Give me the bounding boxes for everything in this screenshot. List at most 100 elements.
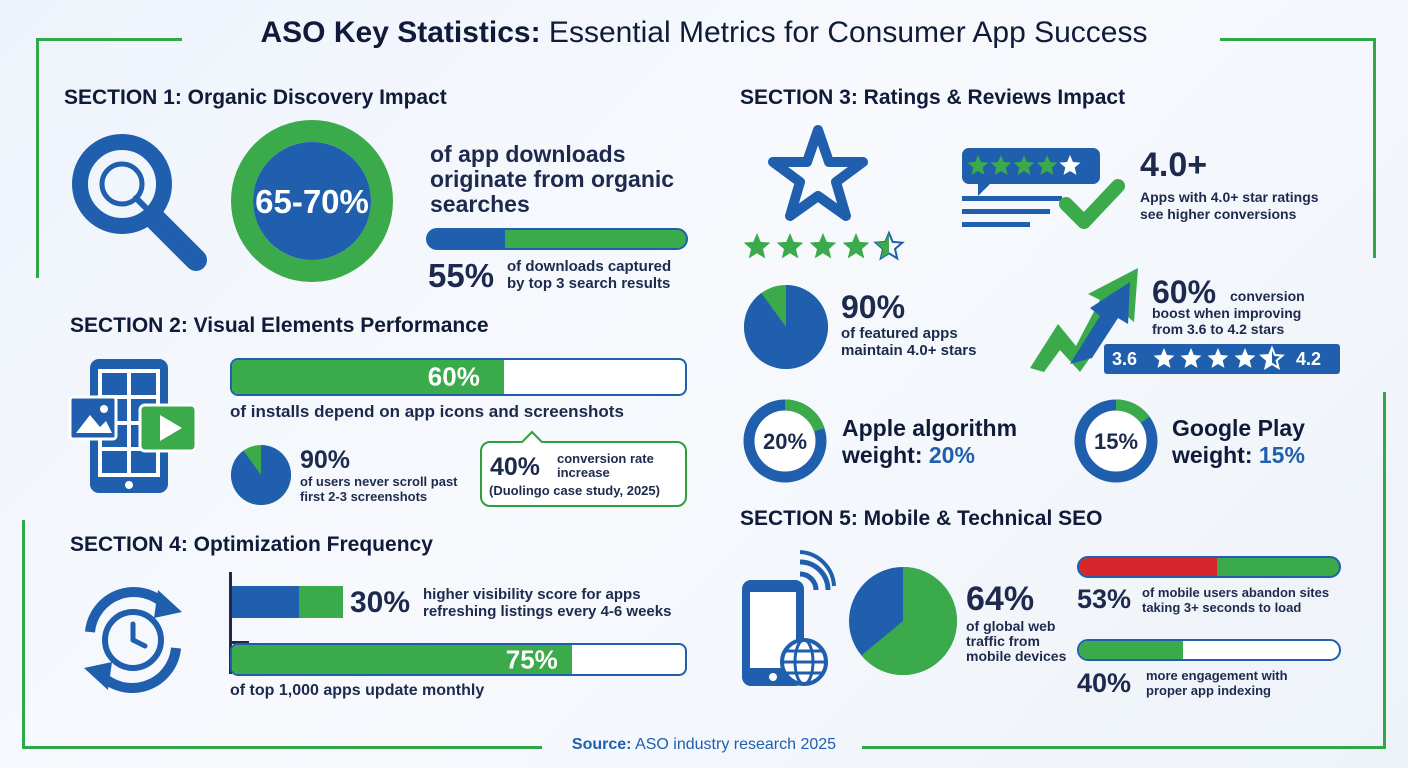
update-progress-fill [232, 645, 572, 674]
scroll-stat-line-1: of users never scroll past [300, 474, 458, 489]
google-weight-line-1: Google Play [1172, 415, 1305, 441]
frequency-axis-base [229, 641, 249, 644]
scroll-stat-line-2: first 2-3 screenshots [300, 489, 428, 504]
visibility-bar-fill [232, 586, 299, 618]
source-text: ASO industry research 2025 [631, 736, 837, 753]
featured-stat-line-2: maintain 4.0+ stars [841, 342, 977, 359]
rating-star-4 [842, 233, 870, 259]
rating-scale-from: 3.6 [1112, 349, 1138, 369]
magnifier-icon [72, 134, 207, 271]
frame-top-right [1220, 38, 1376, 41]
frame-bottom-left [22, 746, 542, 749]
scale-star-5 [1261, 348, 1272, 368]
google-donut-label: 15% [1093, 429, 1139, 454]
visual-progress-label: 60% [427, 361, 480, 392]
mobile-traffic-line-3: mobile devices [966, 648, 1067, 664]
boost-stat-line-2: boost when improving [1152, 305, 1302, 321]
abandon-stat-value: 53% [1077, 584, 1132, 614]
visibility-stat-line-2: refreshing listings every 4-6 weeks [423, 603, 672, 620]
organic-headline-line-3: searches [430, 191, 530, 217]
page-title: ASO Key Statistics: Essential Metrics fo… [0, 16, 1408, 50]
mobile-traffic-line-2: traffic from [966, 633, 1040, 649]
visibility-bar [232, 586, 343, 618]
callout-note: (Duolingo case study, 2025) [489, 483, 660, 498]
section3-heading: SECTION 3: Ratings & Reviews Impact [740, 86, 1126, 109]
rating-stat-value: 4.0+ [1140, 146, 1208, 184]
section4-heading: SECTION 4: Optimization Frequency [70, 533, 433, 556]
phone-gallery-icon [68, 359, 198, 493]
rating-star-1 [743, 233, 771, 259]
review-card-star-4 [1036, 155, 1058, 175]
apple-weight-line-1: Apple algorithm [842, 415, 1018, 441]
update-progress-bar: 75% [230, 643, 687, 676]
top3-stat-value: 55% [428, 257, 495, 294]
callout-stat-line-1: conversion rate [557, 451, 654, 466]
frame-left-top [36, 38, 39, 278]
update-progress-label: 75% [505, 644, 558, 674]
organic-progress-bar [426, 228, 688, 250]
review-card-star-5 [1059, 155, 1081, 175]
apple-weight-label: weight: [842, 442, 923, 468]
refresh-clock-icon [84, 587, 182, 693]
rating-scale-bar: 3.6 4.2 [1104, 344, 1340, 374]
scroll-stat-text: of users never scroll past first 2-3 scr… [300, 474, 458, 504]
scroll-pie-chart [231, 445, 292, 505]
engage-stat-line-2: proper app indexing [1146, 683, 1271, 698]
apple-weight-line-2: weight: 20% [842, 442, 1017, 469]
engage-stat-value: 40% [1077, 668, 1132, 698]
section1-heading: SECTION 1: Organic Discovery Impact [64, 86, 447, 109]
title-rest: Essential Metrics for Consumer App Succe… [540, 16, 1148, 49]
review-card-star-3 [1013, 155, 1035, 175]
source-footer: Source: ASO industry research 2025 [0, 736, 1408, 754]
frame-top-left [36, 38, 182, 41]
visibility-stat-value: 30% [350, 586, 411, 619]
scale-star-1 [1153, 348, 1175, 368]
featured-pie-chart [743, 285, 828, 369]
engage-progress-fill [1079, 641, 1183, 659]
growth-arrow-icon [1030, 268, 1138, 372]
mobile-traffic-line-1: of global web [966, 618, 1056, 634]
title-bold: ASO Key Statistics: [260, 16, 541, 49]
rating-star-5-outline [873, 230, 905, 261]
boost-stat-value: 60% [1152, 274, 1217, 310]
star-outline-icon [768, 125, 868, 221]
organic-donut-label: 65-70% [255, 183, 369, 220]
frequency-axis-line [229, 572, 232, 674]
update-progress-caption: of top 1,000 apps update monthly [230, 682, 485, 699]
apple-weight-text: Apple algorithm weight: 20% [842, 415, 1017, 469]
organic-headline: of app downloads originate from organic … [430, 142, 674, 217]
abandon-stat-text: of mobile users abandon sites taking 3+ … [1142, 585, 1329, 615]
featured-stat-value: 90% [841, 289, 906, 325]
engage-stat-line-1: more engagement with [1146, 668, 1288, 683]
organic-donut-chart [231, 120, 393, 282]
callout-stat-text: conversion rate increase [557, 452, 654, 480]
review-card-star-1 [967, 155, 989, 175]
boost-stat-line-1: conversion [1230, 288, 1305, 304]
section2-heading: SECTION 2: Visual Elements Performance [70, 314, 489, 337]
google-weight-donut [1074, 399, 1158, 483]
featured-stat-line-1: of featured apps [841, 325, 958, 342]
scale-star-5-outline [1259, 345, 1285, 371]
frame-right-top [1373, 38, 1376, 258]
frame-right-bottom [1383, 392, 1386, 748]
apple-donut-label: 20% [762, 429, 808, 454]
boost-stat-text-rest: boost when improving from 3.6 to 4.2 sta… [1152, 305, 1301, 337]
review-card-icon [962, 148, 1125, 229]
visual-progress-bar: 60% [230, 358, 687, 396]
google-weight-value: 15% [1258, 442, 1305, 468]
abandon-progress-fill [1079, 558, 1217, 576]
callout-notch [520, 430, 544, 454]
callout-stat-value: 40% [490, 453, 541, 481]
frame-bottom-right [862, 746, 1386, 749]
abandon-stat-line-1: of mobile users abandon sites [1142, 585, 1330, 600]
rating-stat-line-1: Apps with 4.0+ star ratings [1140, 189, 1319, 205]
scale-star-2 [1180, 348, 1202, 368]
section5-heading: SECTION 5: Mobile & Technical SEO [740, 507, 1103, 530]
top3-stat-text: of downloads captured by top 3 search re… [507, 258, 671, 292]
engage-stat-text: more engagement with proper app indexing [1146, 668, 1288, 698]
rating-scale-to: 4.2 [1296, 349, 1322, 369]
frame-left-bottom [22, 520, 25, 748]
scroll-stat-value: 90% [300, 446, 351, 474]
rating-stat-text: Apps with 4.0+ star ratings see higher c… [1140, 189, 1319, 223]
mobile-traffic-value: 64% [966, 580, 1035, 618]
